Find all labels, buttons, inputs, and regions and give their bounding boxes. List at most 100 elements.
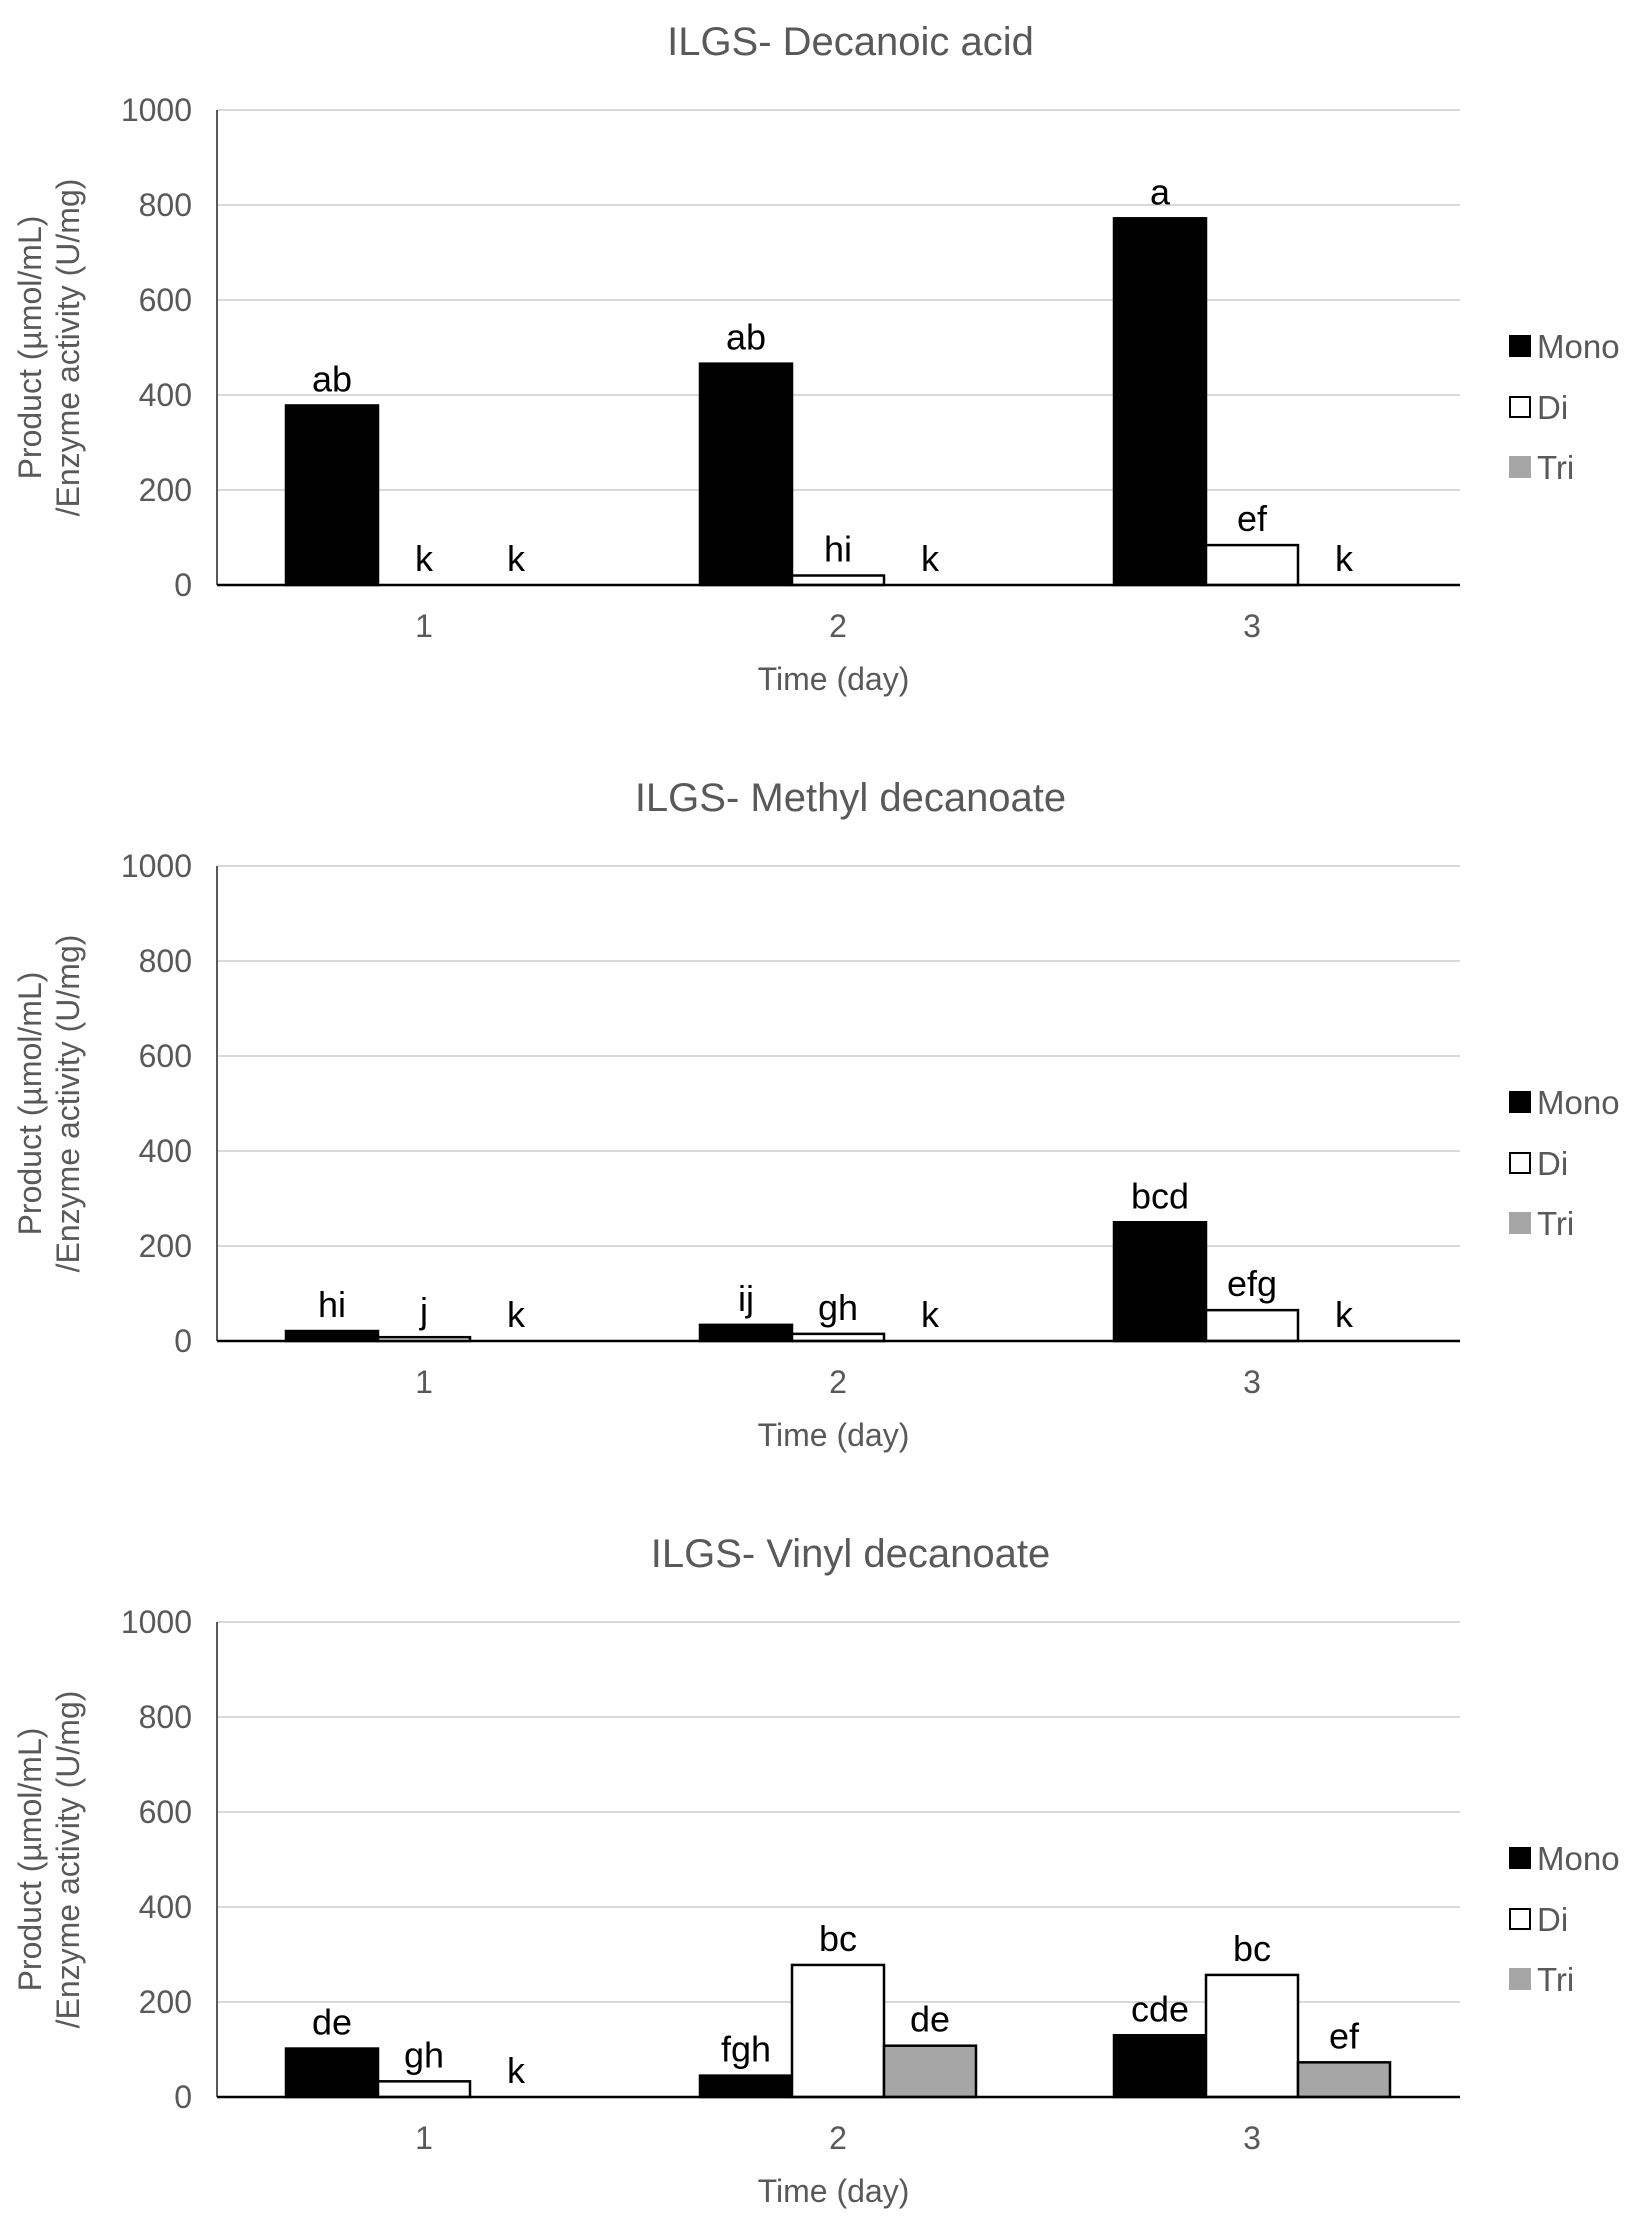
legend-label-tri: Tri	[1537, 1205, 1574, 1242]
data-label: efg	[1227, 1263, 1277, 1304]
data-label: de	[910, 1999, 950, 2040]
legend-label-mono: Mono	[1537, 328, 1620, 365]
bar-di-2	[790, 574, 886, 587]
x-tick-label: 1	[415, 1364, 433, 1400]
bar-mono-3	[1112, 1221, 1208, 1343]
chart-title: ILGS- Vinyl decanoate	[651, 1532, 1051, 1576]
bar-di-1	[376, 2080, 472, 2099]
data-label: k	[1335, 1294, 1354, 1335]
x-tick-label: 1	[415, 608, 433, 644]
legend-swatch-tri	[1509, 456, 1531, 478]
chart-panel-1: ILGS- Decanoic acid 0 200 400 600 800 1000 Prod…	[12, 20, 1620, 697]
y-tick-label: 600	[139, 1038, 192, 1074]
legend-label-di: Di	[1537, 1145, 1568, 1182]
legend-swatch-mono	[1509, 1847, 1531, 1869]
x-axis-title: Time (day)	[758, 1417, 910, 1453]
legend-label-mono: Mono	[1537, 1840, 1620, 1877]
y-tick-label: 800	[139, 1699, 192, 1735]
y-tick-label: 1000	[121, 92, 192, 128]
legend-swatch-di	[1509, 1152, 1531, 1174]
bar-mono-2	[698, 1323, 794, 1343]
data-label: fgh	[721, 2029, 771, 2070]
y-tick-label: 200	[139, 1984, 192, 2020]
y-tick-label: 0	[174, 2079, 192, 2115]
bar-di-3	[1204, 543, 1300, 587]
x-tick-label: 3	[1243, 608, 1261, 644]
bar-mono-1	[284, 2047, 380, 2099]
data-label: bcd	[1131, 1175, 1189, 1216]
bar-mono-1	[284, 1329, 380, 1343]
legend: Mono Di Tri	[1509, 1084, 1620, 1242]
legend-swatch-mono	[1509, 1091, 1531, 1113]
y-axis-title: /Enzyme activity (U/mg)	[50, 935, 86, 1273]
data-label: gh	[818, 1287, 858, 1328]
x-tick-label: 2	[829, 1364, 847, 1400]
bar-tri-2	[882, 2044, 978, 2099]
data-label: bc	[1233, 1928, 1271, 1969]
data-label: a	[1150, 171, 1171, 212]
legend-swatch-tri	[1509, 1968, 1531, 1990]
data-label: j	[419, 1290, 428, 1331]
bar-di-2	[790, 1963, 886, 2099]
data-label: k	[921, 538, 940, 579]
y-axis-title: /Enzyme activity (U/mg)	[50, 1691, 86, 2029]
legend: Mono Di Tri	[1509, 328, 1620, 486]
legend-label-mono: Mono	[1537, 1084, 1620, 1121]
x-axis-title: Time (day)	[758, 661, 910, 697]
x-axis-title: Time (day)	[758, 2173, 910, 2209]
legend-swatch-di	[1509, 396, 1531, 418]
x-tick-label: 3	[1243, 2120, 1261, 2156]
chart-panel-2: ILGS- Methyl decanoate 0 200 400 600 800 1000 P…	[12, 776, 1620, 1453]
y-tick-label: 1000	[121, 1604, 192, 1640]
data-label: k	[507, 2050, 526, 2091]
x-tick-label: 2	[829, 608, 847, 644]
data-label: k	[1335, 538, 1354, 579]
bar-mono-3	[1112, 2034, 1208, 2099]
y-tick-label: 800	[139, 943, 192, 979]
y-axis-title: Product (µmol/mL)	[12, 216, 48, 480]
data-label: ab	[726, 317, 766, 358]
data-label: ab	[312, 358, 352, 399]
y-tick-label: 600	[139, 1794, 192, 1830]
y-axis-title: Product (µmol/mL)	[12, 972, 48, 1236]
y-tick-label: 1000	[121, 848, 192, 884]
y-tick-label: 400	[139, 1889, 192, 1925]
y-tick-label: 800	[139, 187, 192, 223]
data-label: k	[507, 538, 526, 579]
data-label: bc	[819, 1918, 857, 1959]
legend-label-di: Di	[1537, 389, 1568, 426]
data-label: cde	[1131, 1988, 1189, 2029]
chart-title: ILGS- Decanoic acid	[667, 20, 1034, 64]
legend-label-tri: Tri	[1537, 1961, 1574, 1998]
chart-title: ILGS- Methyl decanoate	[635, 776, 1066, 820]
bar-mono-2	[698, 2074, 794, 2099]
y-tick-label: 400	[139, 377, 192, 413]
y-axis-title: /Enzyme activity (U/mg)	[50, 179, 86, 517]
x-tick-label: 3	[1243, 1364, 1261, 1400]
legend-label-tri: Tri	[1537, 449, 1574, 486]
bar-tri-3	[1296, 2061, 1392, 2099]
legend-label-di: Di	[1537, 1901, 1568, 1938]
y-tick-label: 0	[174, 567, 192, 603]
bar-mono-3	[1112, 217, 1208, 587]
data-label: hi	[318, 1284, 346, 1325]
data-label: de	[312, 2002, 352, 2043]
data-label: ef	[1237, 498, 1268, 539]
data-label: k	[507, 1294, 526, 1335]
y-tick-label: 0	[174, 1323, 192, 1359]
y-tick-label: 600	[139, 282, 192, 318]
bar-mono-1	[284, 404, 380, 587]
bar-di-3	[1204, 1308, 1300, 1343]
bar-mono-2	[698, 362, 794, 587]
legend-swatch-di	[1509, 1908, 1531, 1930]
y-tick-label: 200	[139, 472, 192, 508]
bar-di-3	[1204, 1973, 1300, 2099]
x-tick-label: 1	[415, 2120, 433, 2156]
data-label: hi	[824, 529, 852, 570]
data-label: k	[415, 538, 434, 579]
y-tick-label: 200	[139, 1228, 192, 1264]
legend-swatch-mono	[1509, 335, 1531, 357]
legend: Mono Di Tri	[1509, 1840, 1620, 1998]
y-tick-label: 400	[139, 1133, 192, 1169]
